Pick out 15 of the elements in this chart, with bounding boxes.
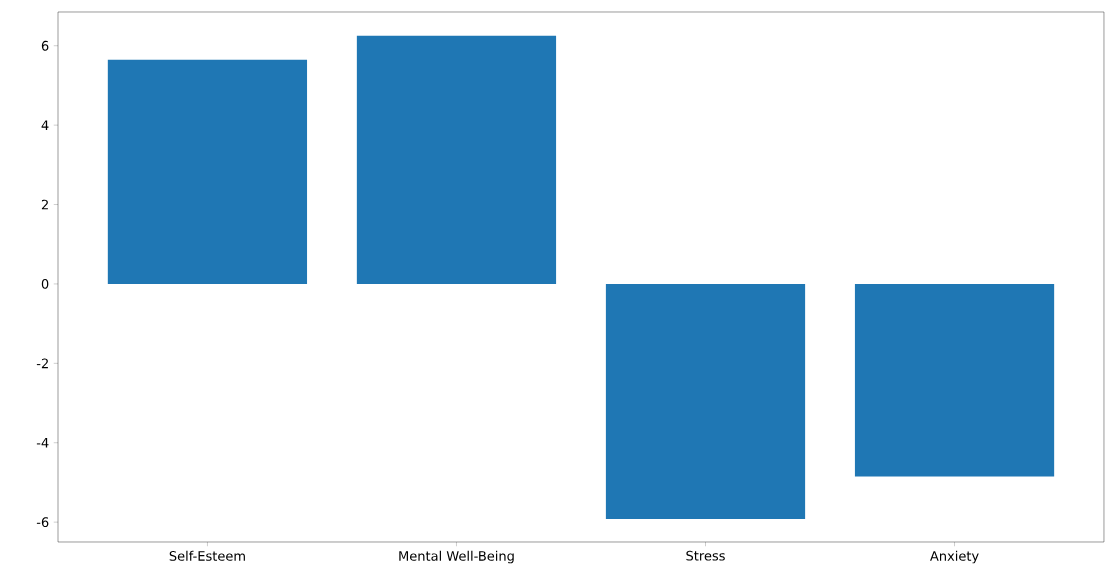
x-tick-label: Stress xyxy=(686,550,725,561)
y-tick-label: 2 xyxy=(41,199,48,210)
y-tick-label: -6 xyxy=(36,517,49,528)
bar xyxy=(107,59,308,284)
y-tick-label: 6 xyxy=(41,40,49,51)
y-tick-label: 0 xyxy=(41,279,49,289)
y-tick-label: -2 xyxy=(36,358,48,369)
bar xyxy=(356,35,557,284)
bar xyxy=(605,283,806,519)
bar xyxy=(854,283,1055,477)
x-tick-label: Self-Esteem xyxy=(169,550,245,561)
y-tick-label: 4 xyxy=(41,120,49,130)
x-tick-label: Anxiety xyxy=(930,550,979,564)
y-tick-label: -4 xyxy=(36,438,49,448)
x-tick-label: Mental Well-Being xyxy=(399,550,514,564)
